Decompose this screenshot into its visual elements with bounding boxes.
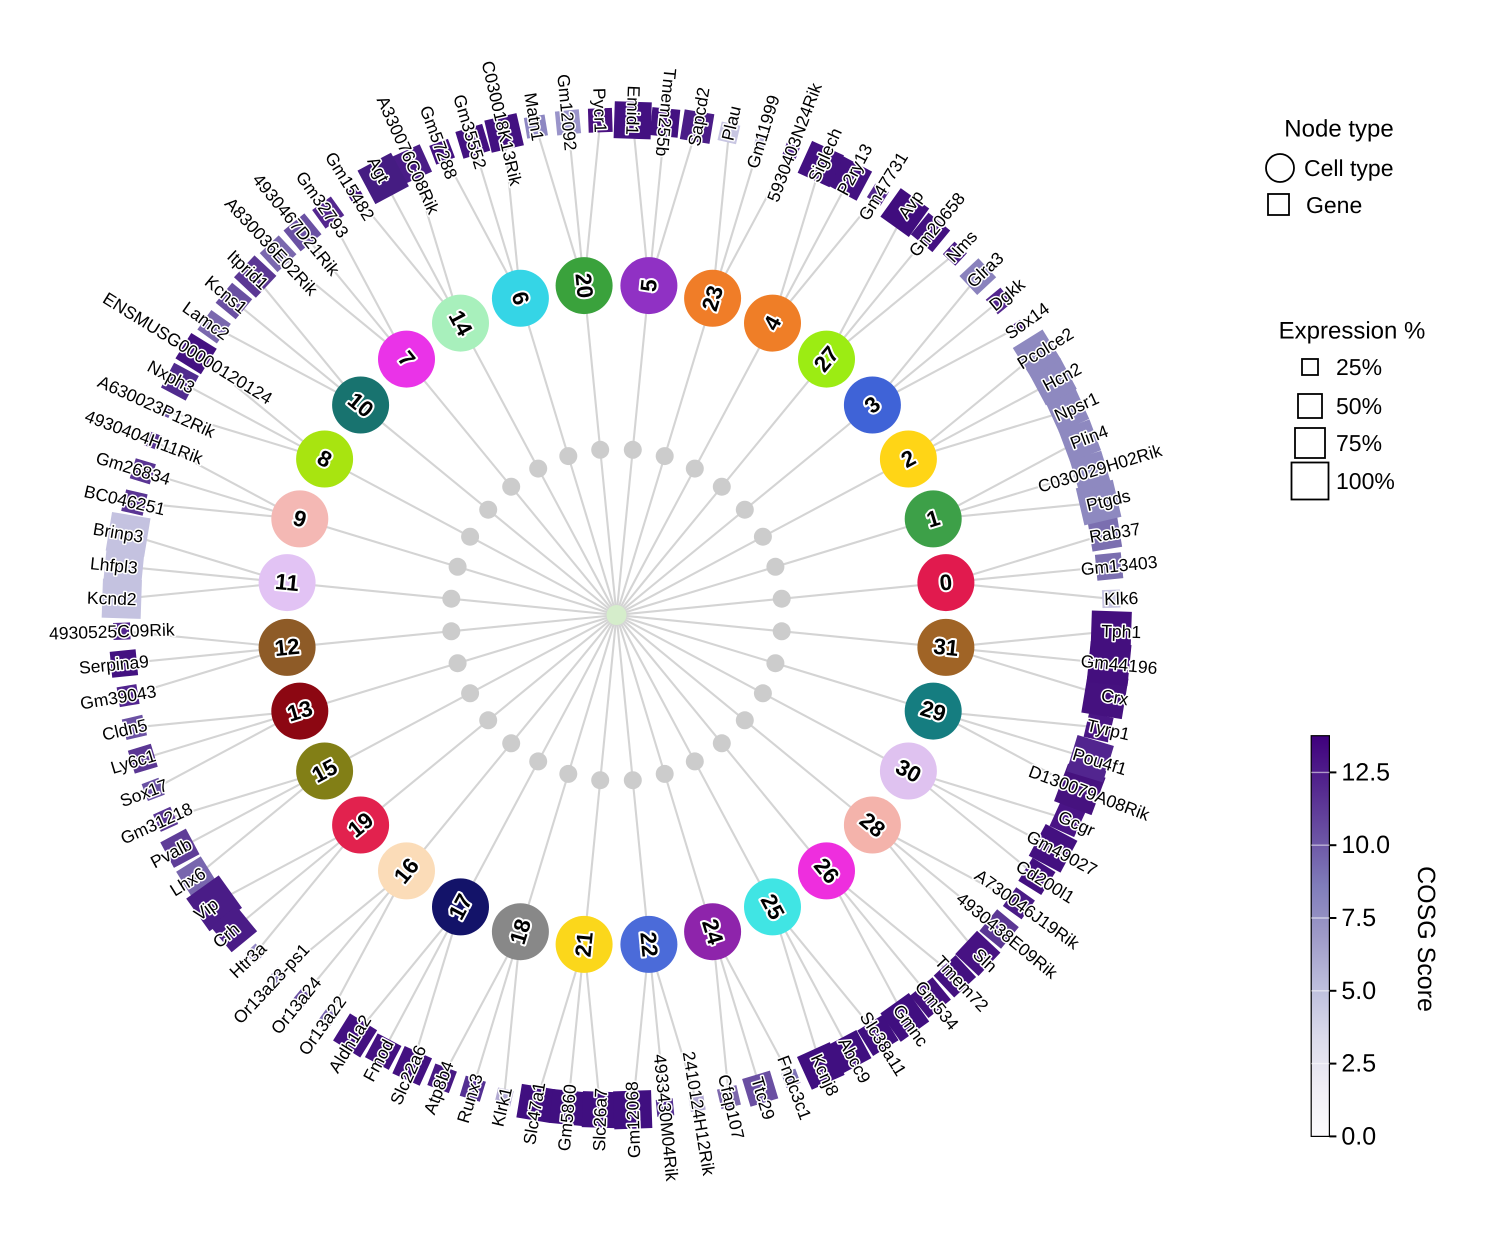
svg-text:25%: 25% <box>1336 354 1382 380</box>
svg-text:Klk6: Klk6 <box>1104 588 1139 609</box>
svg-text:Tph1: Tph1 <box>1101 621 1142 642</box>
svg-text:5: 5 <box>636 278 662 293</box>
svg-text:COSG Score: COSG Score <box>1412 866 1440 1012</box>
svg-text:2.5: 2.5 <box>1341 1050 1376 1078</box>
svg-text:10.0: 10.0 <box>1341 831 1390 859</box>
svg-text:11: 11 <box>274 569 300 596</box>
svg-text:31: 31 <box>932 634 959 661</box>
svg-text:100%: 100% <box>1336 468 1395 494</box>
svg-text:75%: 75% <box>1336 430 1382 456</box>
svg-text:21: 21 <box>570 931 597 958</box>
svg-text:Cell type: Cell type <box>1304 155 1393 181</box>
svg-text:Gene: Gene <box>1306 192 1362 218</box>
svg-text:Gm12068: Gm12068 <box>622 1081 645 1158</box>
svg-text:22: 22 <box>635 931 662 958</box>
svg-text:7.5: 7.5 <box>1341 904 1376 932</box>
svg-text:Slc26a7: Slc26a7 <box>589 1088 611 1152</box>
svg-text:0.0: 0.0 <box>1341 1122 1376 1150</box>
svg-text:5.0: 5.0 <box>1341 977 1376 1005</box>
svg-text:Lhfpl3: Lhfpl3 <box>89 553 138 578</box>
svg-text:Emid1: Emid1 <box>622 85 644 135</box>
svg-text:20: 20 <box>570 272 597 299</box>
svg-text:4930525C09Rik: 4930525C09Rik <box>49 619 175 643</box>
svg-text:12.5: 12.5 <box>1341 758 1390 786</box>
svg-text:Pycr1: Pycr1 <box>589 88 610 133</box>
svg-text:0: 0 <box>938 570 953 596</box>
svg-text:12: 12 <box>273 634 300 661</box>
svg-text:Expression %: Expression % <box>1279 318 1426 345</box>
svg-text:Node type: Node type <box>1284 116 1393 143</box>
svg-text:Kcnd2: Kcnd2 <box>87 588 137 610</box>
svg-text:50%: 50% <box>1336 393 1382 419</box>
